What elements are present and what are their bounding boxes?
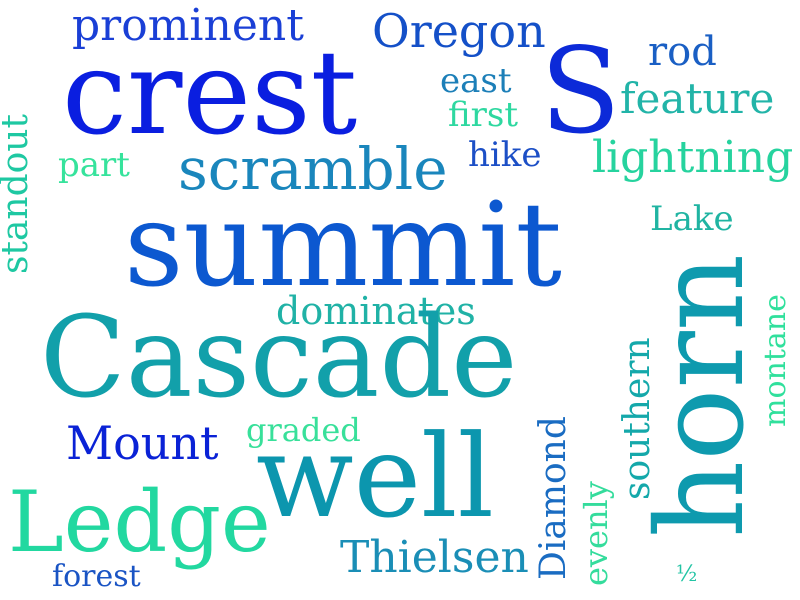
- word-forest: forest: [52, 559, 141, 594]
- word-s: S: [540, 22, 621, 160]
- word-dominates: dominates: [276, 289, 476, 333]
- word-prominent: prominent: [72, 0, 304, 51]
- word-evenly: evenly: [577, 481, 615, 586]
- word-half: ½: [676, 562, 698, 587]
- word-graded: graded: [246, 411, 361, 449]
- word-rod: rod: [648, 29, 717, 75]
- word-part: part: [58, 145, 130, 185]
- word-thielsen: Thielsen: [340, 532, 529, 583]
- word-feature: feature: [620, 74, 775, 123]
- word-horn: horn: [632, 253, 771, 538]
- word-mount: Mount: [66, 416, 219, 470]
- word-well: well: [256, 410, 494, 543]
- word-oregon: Oregon: [372, 4, 546, 58]
- word-montane: montane: [758, 294, 793, 427]
- word-lightning: lightning: [592, 132, 794, 183]
- word-lake: Lake: [650, 199, 734, 239]
- word-first: first: [448, 95, 519, 135]
- word-hike: hike: [468, 135, 542, 175]
- word-cascade: Cascade: [40, 293, 518, 423]
- word-scramble: scramble: [178, 135, 448, 203]
- word-standout: standout: [0, 114, 36, 274]
- word-summit: summit: [124, 178, 562, 313]
- word-diamond: Diamond: [533, 416, 574, 580]
- word-southern: southern: [617, 337, 658, 500]
- word-ledge: Ledge: [8, 473, 271, 571]
- word-crest: crest: [62, 26, 358, 161]
- word-east: east: [440, 61, 512, 101]
